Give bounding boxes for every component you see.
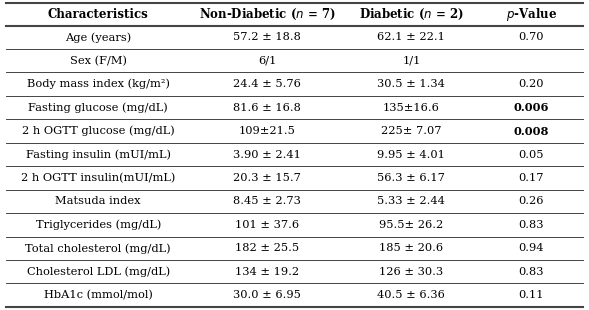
- Text: HbA1c (mmol/mol): HbA1c (mmol/mol): [44, 290, 153, 300]
- Text: 56.3 ± 6.17: 56.3 ± 6.17: [378, 173, 445, 183]
- Text: Cholesterol LDL (mg/dL): Cholesterol LDL (mg/dL): [27, 267, 170, 277]
- Text: 1/1: 1/1: [402, 56, 421, 66]
- Text: 0.94: 0.94: [518, 243, 544, 253]
- Text: Non-Diabetic ($\it{n}$ = 7): Non-Diabetic ($\it{n}$ = 7): [198, 7, 335, 22]
- Text: 30.0 ± 6.95: 30.0 ± 6.95: [233, 290, 301, 300]
- Text: Triglycerides (mg/dL): Triglycerides (mg/dL): [35, 219, 161, 230]
- Text: 225± 7.07: 225± 7.07: [381, 126, 442, 136]
- Text: 101 ± 37.6: 101 ± 37.6: [235, 220, 299, 230]
- Text: 0.008: 0.008: [514, 126, 549, 137]
- Text: 95.5± 26.2: 95.5± 26.2: [379, 220, 444, 230]
- Text: 0.83: 0.83: [518, 220, 544, 230]
- Text: 20.3 ± 15.7: 20.3 ± 15.7: [233, 173, 301, 183]
- Text: 0.83: 0.83: [518, 267, 544, 277]
- Text: 9.95 ± 4.01: 9.95 ± 4.01: [378, 149, 445, 160]
- Text: 6/1: 6/1: [258, 56, 276, 66]
- Text: 0.26: 0.26: [518, 197, 544, 206]
- Text: Sex (F/M): Sex (F/M): [70, 55, 127, 66]
- Text: 8.45 ± 2.73: 8.45 ± 2.73: [233, 197, 301, 206]
- Text: 182 ± 25.5: 182 ± 25.5: [235, 243, 299, 253]
- Text: 81.6 ± 16.8: 81.6 ± 16.8: [233, 103, 301, 113]
- Text: 24.4 ± 5.76: 24.4 ± 5.76: [233, 79, 301, 89]
- Text: 30.5 ± 1.34: 30.5 ± 1.34: [378, 79, 445, 89]
- Text: 0.17: 0.17: [518, 173, 544, 183]
- Text: $\it{p}$-Value: $\it{p}$-Value: [505, 6, 557, 23]
- Text: Total cholesterol (mg/dL): Total cholesterol (mg/dL): [25, 243, 171, 254]
- Text: 185 ± 20.6: 185 ± 20.6: [379, 243, 444, 253]
- Text: Fasting glucose (mg/dL): Fasting glucose (mg/dL): [28, 102, 168, 113]
- Text: Characteristics: Characteristics: [48, 8, 148, 21]
- Text: 57.2 ± 18.8: 57.2 ± 18.8: [233, 32, 301, 42]
- Text: 126 ± 30.3: 126 ± 30.3: [379, 267, 444, 277]
- Text: 2 h OGTT insulin(mUI/mL): 2 h OGTT insulin(mUI/mL): [21, 173, 176, 183]
- Text: Body mass index (kg/m²): Body mass index (kg/m²): [27, 79, 170, 90]
- Text: 0.20: 0.20: [518, 79, 544, 89]
- Text: 0.05: 0.05: [518, 149, 544, 160]
- Text: 3.90 ± 2.41: 3.90 ± 2.41: [233, 149, 301, 160]
- Text: 0.70: 0.70: [518, 32, 544, 42]
- Text: Matsuda index: Matsuda index: [55, 197, 141, 206]
- Text: 135±16.6: 135±16.6: [383, 103, 440, 113]
- Text: Diabetic ($\it{n}$ = 2): Diabetic ($\it{n}$ = 2): [359, 7, 464, 22]
- Text: 0.006: 0.006: [514, 102, 549, 113]
- Text: 62.1 ± 22.1: 62.1 ± 22.1: [378, 32, 445, 42]
- Text: 0.11: 0.11: [518, 290, 544, 300]
- Text: 109±21.5: 109±21.5: [239, 126, 296, 136]
- Text: Fasting insulin (mUI/mL): Fasting insulin (mUI/mL): [26, 149, 171, 160]
- Text: 5.33 ± 2.44: 5.33 ± 2.44: [378, 197, 445, 206]
- Text: Age (years): Age (years): [65, 32, 131, 42]
- Text: 40.5 ± 6.36: 40.5 ± 6.36: [378, 290, 445, 300]
- Text: 134 ± 19.2: 134 ± 19.2: [235, 267, 299, 277]
- Text: 2 h OGTT glucose (mg/dL): 2 h OGTT glucose (mg/dL): [22, 126, 174, 136]
